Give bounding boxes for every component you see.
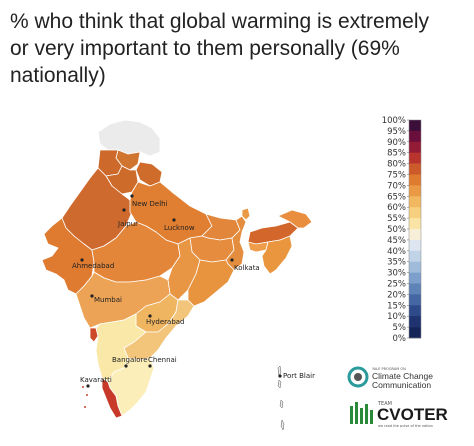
legend-label: 70%: [387, 181, 406, 191]
legend-swatch: [409, 305, 421, 317]
legend-swatch: [409, 294, 421, 306]
legend-swatch: [409, 261, 421, 273]
legend-label: 75%: [387, 171, 406, 181]
city-dot-mumbai: [90, 294, 94, 298]
legend-label: 80%: [387, 160, 406, 170]
legend-swatch: [409, 229, 421, 241]
legend-label: 95%: [387, 127, 406, 137]
legend-label: 100%: [382, 116, 406, 126]
city-dot-kavaratti: [86, 384, 90, 388]
city-dot-lucknow: [172, 218, 176, 222]
ycc-center-icon: [354, 373, 362, 381]
ycc-line2: Communication: [372, 380, 431, 390]
legend-label: 55%: [387, 214, 406, 224]
legend-label: 15%: [387, 301, 406, 311]
legend-label: 5%: [393, 323, 407, 333]
region-goa: [89, 327, 99, 343]
city-label-bangalore: Bangalore: [112, 356, 148, 364]
india-choropleth-map: New Delhi Jaipur Lucknow Ahmedabad Kolka…: [41, 119, 315, 431]
legend-label: 35%: [387, 258, 406, 268]
cvoter-bars-icon: [350, 402, 373, 424]
region-northeast-south: [261, 235, 293, 275]
legend-swatch: [409, 120, 421, 132]
city-dot-port-blair: [278, 374, 282, 378]
legend-swatch: [409, 152, 421, 164]
region-meghalaya: [247, 241, 269, 253]
legend-swatch: [409, 327, 421, 339]
city-label-port-blair: Port Blair: [283, 372, 315, 380]
legend-label: 10%: [387, 312, 406, 322]
region-gujarat: [41, 217, 95, 295]
city-dot-bangalore: [124, 364, 128, 368]
legend-swatches: [408, 119, 422, 339]
region-lakshadweep: [81, 385, 89, 409]
city-label-new-delhi: New Delhi: [132, 200, 168, 208]
yale-climate-logo: YALE PROGRAM ON Climate Change Communica…: [347, 366, 433, 390]
city-label-hyderabad: Hyderabad: [146, 318, 185, 326]
ycc-small-text: YALE PROGRAM ON: [372, 367, 406, 371]
cvoter-logo: TEAM CVOTER we read the pulse of the nat…: [350, 401, 448, 428]
legend-label: 65%: [387, 192, 406, 202]
legend-swatch: [409, 239, 421, 252]
cvoter-team-text: TEAM: [377, 401, 392, 407]
city-dot-new-delhi: [130, 194, 134, 198]
legend-label: 45%: [387, 236, 406, 246]
region-west-bengal: [225, 215, 247, 271]
city-dot-hyderabad: [148, 314, 152, 318]
city-label-kolkata: Kolkata: [234, 264, 260, 272]
color-legend: 100%95%90%85%80%75%70%65%60%55%50%45%40%…: [382, 116, 422, 344]
region-sikkim: [241, 207, 251, 221]
region-odisha: [187, 259, 235, 307]
legend-label: 90%: [387, 138, 406, 148]
legend-label: 20%: [387, 290, 406, 300]
legend-swatch: [409, 218, 421, 230]
legend-label: 30%: [387, 269, 406, 279]
city-dot-chennai: [148, 364, 152, 368]
city-dot-jaipur: [122, 208, 126, 212]
legend-label: 60%: [387, 203, 406, 213]
region-chhattisgarh: [167, 237, 201, 301]
map-title: % who think that global warming is extre…: [10, 10, 430, 87]
legend-label: 25%: [387, 280, 406, 290]
legend-swatch: [409, 250, 421, 262]
city-label-chennai: Chennai: [148, 356, 177, 364]
legend-swatch: [409, 130, 421, 143]
legend-swatch: [409, 272, 421, 284]
legend-labels: 100%95%90%85%80%75%70%65%60%55%50%45%40%…: [382, 116, 409, 344]
city-markers: New Delhi Jaipur Lucknow Ahmedabad Kolka…: [72, 194, 315, 388]
region-arunachal: [277, 209, 313, 229]
legend-swatch: [409, 185, 421, 197]
legend-swatch: [409, 174, 421, 186]
legend-swatch: [409, 163, 421, 175]
cvoter-name-text: CVOTER: [377, 405, 448, 424]
city-label-jaipur: Jaipur: [117, 220, 138, 228]
city-label-kavaratti: Kavaratti: [80, 376, 112, 384]
city-label-lucknow: Lucknow: [164, 224, 195, 232]
legend-label: 85%: [387, 149, 406, 159]
legend-label: 0%: [393, 334, 407, 344]
legend-swatch: [409, 141, 421, 153]
legend-swatch: [409, 207, 421, 219]
cvoter-tagline: we read the pulse of the nation: [378, 424, 433, 428]
region-tamil-nadu: [107, 357, 155, 417]
city-dot-ahmedabad: [80, 258, 84, 262]
city-label-ahmedabad: Ahmedabad: [72, 262, 114, 270]
legend-label: 40%: [387, 247, 406, 257]
ycc-ring-icon: [347, 366, 369, 388]
ycc-line1: Climate Change: [372, 371, 433, 381]
city-label-mumbai: Mumbai: [94, 296, 122, 304]
city-dot-kolkata: [230, 258, 234, 262]
legend-swatch: [409, 283, 421, 295]
region-kerala: [101, 377, 123, 419]
legend-swatch: [409, 316, 421, 328]
legend-swatch: [409, 196, 421, 208]
region-andaman-islands: [277, 365, 285, 431]
legend-label: 50%: [387, 225, 406, 235]
region-karnataka: [95, 313, 147, 383]
